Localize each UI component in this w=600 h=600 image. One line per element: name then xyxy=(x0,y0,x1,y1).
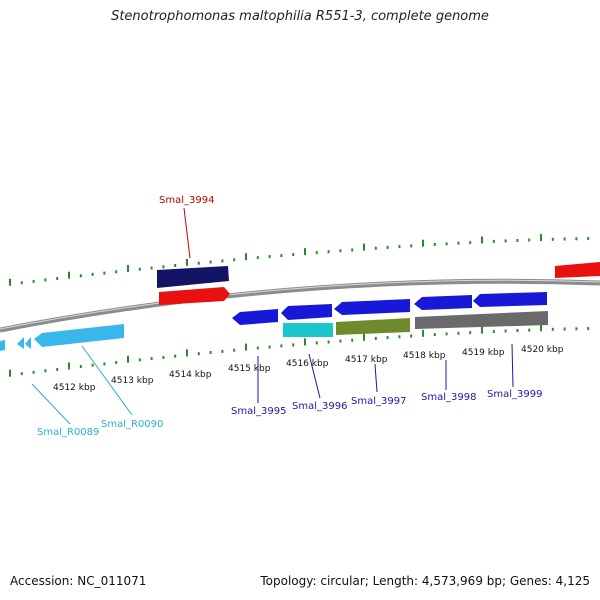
svg-text:Smal_3999: Smal_3999 xyxy=(487,389,542,400)
scale-label-4517: 4517 kbp xyxy=(345,355,388,365)
genome-backbone xyxy=(0,278,600,333)
svg-text:4514 kbp: 4514 kbp xyxy=(169,370,212,380)
scale-label-4513: 4513 kbp xyxy=(111,376,154,386)
svg-text:Smal_3994: Smal_3994 xyxy=(159,195,214,206)
svg-text:4512 kbp: 4512 kbp xyxy=(53,383,96,393)
svg-text:Smal_3997: Smal_3997 xyxy=(351,396,406,407)
scale-label-4512: 4512 kbp xyxy=(53,383,96,393)
gene-feature-smal-r0090[interactable] xyxy=(25,337,31,349)
leader-line-smal-r0090 xyxy=(81,345,133,416)
svg-text:Smal_R0090: Smal_R0090 xyxy=(101,419,163,430)
scale-label-4520: 4520 kbp xyxy=(521,345,564,355)
leader-line-smal-3994 xyxy=(183,207,191,259)
gene-feature-smal-3994[interactable] xyxy=(159,287,230,305)
leader-line-smal-3999 xyxy=(511,343,514,388)
gene-feature-cyan-large[interactable] xyxy=(34,324,124,347)
svg-text:4519 kbp: 4519 kbp xyxy=(462,348,505,358)
gene-feature-smal-3996[interactable] xyxy=(281,304,332,320)
leader-line-smal-3997 xyxy=(374,363,378,393)
gene-feature-right-edge[interactable] xyxy=(555,262,600,278)
gene-label-smal-3997[interactable]: Smal_3997 xyxy=(351,396,406,407)
gene-label-smal-3999[interactable]: Smal_3999 xyxy=(487,389,542,400)
leader-line-smal-3996 xyxy=(308,353,321,399)
scale-label-4514: 4514 kbp xyxy=(169,370,212,380)
gene-label-smal-3998[interactable]: Smal_3998 xyxy=(421,392,476,403)
outer-tick-row xyxy=(9,234,590,286)
inner-tick-row xyxy=(9,324,590,377)
gene-label-smal-3994[interactable]: Smal_3994 xyxy=(159,195,214,206)
scale-label-4519: 4519 kbp xyxy=(462,348,505,358)
gene-feature-smal-r0089[interactable] xyxy=(17,337,24,349)
leader-line-smal-r0089 xyxy=(31,383,71,425)
gene-feature-left-edge[interactable] xyxy=(0,340,5,351)
genome-stats-text: Topology: circular; Length: 4,573,969 bp… xyxy=(260,574,590,588)
svg-text:4518 kbp: 4518 kbp xyxy=(403,351,446,361)
gene-feature-smal-3998[interactable] xyxy=(414,295,472,310)
svg-text:4517 kbp: 4517 kbp xyxy=(345,355,388,365)
gene-label-smal-r0090[interactable]: Smal_R0090 xyxy=(101,419,163,430)
svg-text:4520 kbp: 4520 kbp xyxy=(521,345,564,355)
gene-feature-olive[interactable] xyxy=(336,318,410,335)
gene-label-smal-r0089[interactable]: Smal_R0089 xyxy=(37,427,99,438)
gene-feature-smal-3994-mate[interactable] xyxy=(157,266,229,288)
svg-text:Smal_3995: Smal_3995 xyxy=(231,406,286,417)
genome-backbone-highlight xyxy=(0,279,600,330)
accession-text: Accession: NC_011071 xyxy=(10,574,147,588)
scale-label-4516: 4516 kbp xyxy=(286,359,329,369)
gene-feature-cyan-small[interactable] xyxy=(283,323,333,337)
gene-feature-smal-3999[interactable] xyxy=(473,292,547,307)
svg-text:4516 kbp: 4516 kbp xyxy=(286,359,329,369)
scale-label-4515: 4515 kbp xyxy=(228,364,271,374)
svg-text:4513 kbp: 4513 kbp xyxy=(111,376,154,386)
map-title: Stenotrophomonas maltophilia R551-3, com… xyxy=(111,9,489,24)
svg-text:Smal_3996: Smal_3996 xyxy=(292,401,347,412)
svg-text:Smal_R0089: Smal_R0089 xyxy=(37,427,99,438)
gene-feature-smal-3995[interactable] xyxy=(232,309,278,325)
gene-feature-gray[interactable] xyxy=(415,311,548,329)
scale-label-4518: 4518 kbp xyxy=(403,351,446,361)
svg-text:Smal_3998: Smal_3998 xyxy=(421,392,476,403)
gene-label-smal-3995[interactable]: Smal_3995 xyxy=(231,406,286,417)
svg-text:4515 kbp: 4515 kbp xyxy=(228,364,271,374)
gene-feature-smal-3997[interactable] xyxy=(334,299,410,315)
gene-label-smal-3996[interactable]: Smal_3996 xyxy=(292,401,347,412)
